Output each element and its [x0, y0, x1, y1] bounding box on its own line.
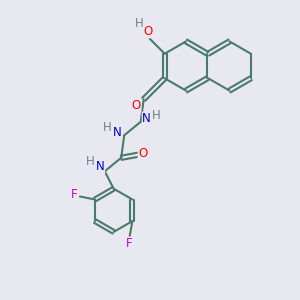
Text: F: F [126, 237, 133, 250]
Text: F: F [71, 188, 77, 202]
Text: N: N [96, 160, 105, 173]
Text: H: H [103, 121, 112, 134]
Text: O: O [132, 99, 141, 112]
Text: O: O [138, 147, 147, 160]
Text: H: H [152, 109, 161, 122]
Text: H: H [135, 16, 144, 30]
Text: N: N [142, 112, 151, 125]
Text: O: O [144, 25, 153, 38]
Text: H: H [86, 155, 95, 168]
Text: N: N [113, 126, 122, 139]
